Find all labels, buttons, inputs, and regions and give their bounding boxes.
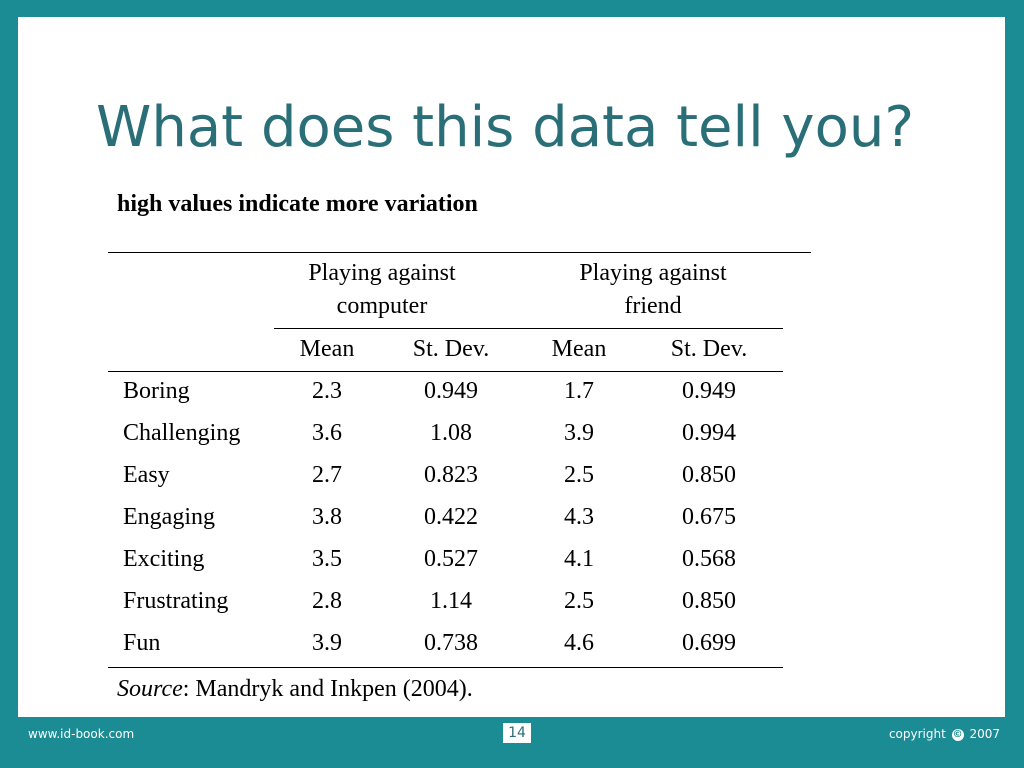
table-subtitle: high values indicate more variation bbox=[117, 191, 478, 217]
table-cell: 4.1 bbox=[564, 546, 594, 572]
table-cell: 4.6 bbox=[564, 630, 594, 656]
row-label: Frustrating bbox=[123, 588, 229, 614]
source-text: : Mandryk and Inkpen (2004). bbox=[182, 676, 473, 702]
copyright-year: 2007 bbox=[969, 727, 1000, 741]
group-header-line: friend bbox=[624, 293, 682, 319]
source-citation: Source: Mandryk and Inkpen (2004). bbox=[117, 676, 473, 703]
table-cell: 0.422 bbox=[424, 504, 478, 530]
header-bottom-rule bbox=[108, 371, 783, 372]
column-header-mean: Mean bbox=[299, 336, 355, 362]
slide-footer: www.id-book.com 14 copyright © 2007 bbox=[0, 717, 1024, 768]
table-top-rule bbox=[108, 252, 811, 253]
group-header-line: Playing against bbox=[308, 260, 456, 286]
row-label: Boring bbox=[123, 378, 190, 404]
table-cell: 0.699 bbox=[682, 630, 736, 656]
table-cell: 0.675 bbox=[682, 504, 736, 530]
table-cell: 0.949 bbox=[424, 378, 478, 404]
group-underline bbox=[274, 328, 783, 329]
table-cell: 0.823 bbox=[424, 462, 478, 488]
slide: What does this data tell you? high value… bbox=[18, 17, 1005, 717]
row-label: Engaging bbox=[123, 504, 215, 530]
table-cell: 2.7 bbox=[312, 462, 342, 488]
table-cell: 0.850 bbox=[682, 462, 736, 488]
source-label: Source bbox=[117, 676, 183, 702]
table-cell: 0.527 bbox=[424, 546, 478, 572]
table-cell: 2.8 bbox=[312, 588, 342, 614]
table-cell: 2.3 bbox=[312, 378, 342, 404]
table-cell: 1.14 bbox=[430, 588, 472, 614]
group-header-line: Playing against bbox=[579, 260, 727, 286]
table-cell: 3.9 bbox=[312, 630, 342, 656]
column-header-st-dev: St. Dev. bbox=[670, 336, 748, 362]
table-cell: 0.994 bbox=[682, 420, 736, 446]
table-cell: 0.949 bbox=[682, 378, 736, 404]
group-header-friend: Playing against friend bbox=[579, 257, 726, 323]
row-label: Challenging bbox=[123, 420, 241, 446]
table-bottom-rule bbox=[108, 667, 783, 668]
table-cell: 0.738 bbox=[424, 630, 478, 656]
table-cell: 0.568 bbox=[682, 546, 736, 572]
copyright-prefix: copyright bbox=[888, 727, 946, 741]
table-cell: 3.5 bbox=[312, 546, 342, 572]
table-cell: 1.7 bbox=[564, 378, 594, 404]
column-header-mean: Mean bbox=[551, 336, 607, 362]
table-cell: 0.850 bbox=[682, 588, 736, 614]
group-header-computer: Playing against computer bbox=[308, 257, 455, 323]
table-cell: 3.6 bbox=[312, 420, 342, 446]
copyright-icon: © bbox=[951, 728, 964, 741]
group-header-line: computer bbox=[336, 293, 428, 319]
row-label: Exciting bbox=[123, 546, 205, 572]
slide-title: What does this data tell you? bbox=[96, 95, 915, 160]
table-cell: 2.5 bbox=[564, 462, 594, 488]
table-cell: 2.5 bbox=[564, 588, 594, 614]
row-label: Fun bbox=[123, 630, 161, 656]
table-cell: 4.3 bbox=[564, 504, 594, 530]
column-header-st-dev: St. Dev. bbox=[412, 336, 490, 362]
table-cell: 3.9 bbox=[564, 420, 594, 446]
table-cell: 3.8 bbox=[312, 504, 342, 530]
footer-website: www.id-book.com bbox=[28, 727, 135, 741]
page-number: 14 bbox=[503, 723, 531, 743]
table-cell: 1.08 bbox=[430, 420, 472, 446]
row-label: Easy bbox=[123, 462, 170, 488]
footer-copyright: copyright © 2007 bbox=[889, 727, 1000, 741]
